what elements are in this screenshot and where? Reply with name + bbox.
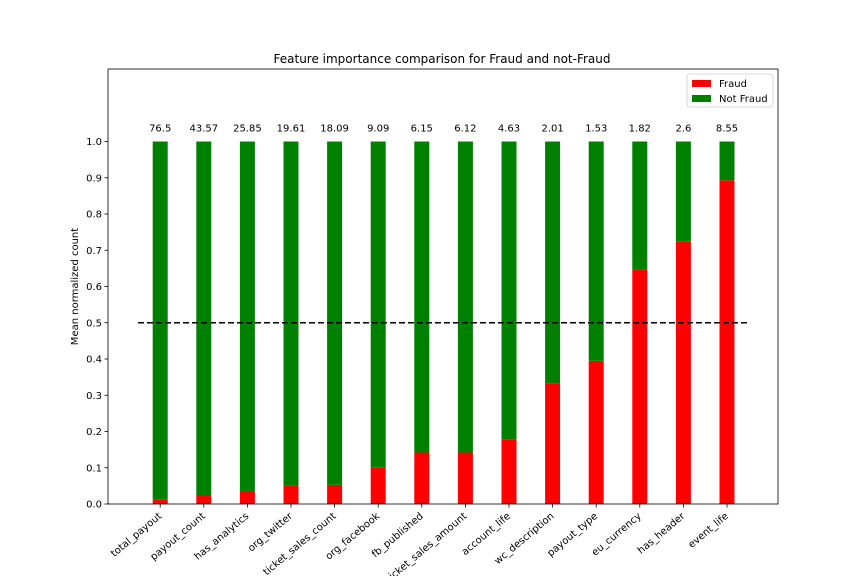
bar-fraud-payout-count — [196, 496, 211, 504]
chart-title: Feature importance comparison for Fraud … — [274, 52, 611, 66]
y-tick-label: 0.6 — [86, 282, 102, 293]
legend: Fraud Not Fraud — [687, 74, 773, 107]
y-axis-title: Mean normalized count — [70, 228, 81, 345]
bar-annotation: 76.5 — [149, 124, 171, 135]
legend-swatch-not-fraud — [692, 95, 711, 102]
legend-label: Fraud — [719, 79, 747, 90]
bar-annotation: 4.63 — [498, 124, 520, 135]
bar-not-fraud-payout-count — [196, 142, 211, 497]
bar-fraud-payout-type — [589, 361, 604, 504]
bar-annotation: 6.15 — [411, 124, 433, 135]
bar-annotation: 6.12 — [454, 124, 476, 135]
bar-annotation: 19.61 — [277, 124, 306, 135]
bar-annotation: 25.85 — [233, 124, 262, 135]
bar-not-fraud-has-analytics — [240, 142, 255, 491]
y-tick-label: 0.3 — [86, 391, 102, 402]
bar-not-fraud-event-life — [720, 142, 735, 181]
bar-fraud-account-life — [502, 440, 517, 504]
bar-annotation: 9.09 — [367, 124, 389, 135]
y-tick-label: 0.9 — [86, 173, 102, 184]
bar-fraud-org-facebook — [371, 468, 386, 504]
y-tick-label: 0.4 — [86, 355, 102, 366]
bar-not-fraud-ticket-sales-count — [327, 142, 342, 485]
bar-not-fraud-ticket-sales-amount — [458, 142, 473, 453]
y-tick-label: 0.5 — [86, 318, 102, 329]
y-tick-label: 0.2 — [86, 427, 102, 438]
bar-fraud-has-analytics — [240, 491, 255, 504]
bar-not-fraud-eu-currency — [632, 142, 647, 270]
bar-annotation: 1.53 — [585, 124, 607, 135]
bar-annotation: 1.82 — [629, 124, 651, 135]
y-tick-label: 0.7 — [86, 246, 102, 257]
bar-annotation: 2.6 — [675, 124, 691, 135]
bar-fraud-fb-published — [414, 453, 429, 504]
bar-not-fraud-total-payout — [153, 142, 168, 500]
bar-not-fraud-fb-published — [414, 142, 429, 453]
chart: Feature importance comparison for Fraud … — [0, 0, 864, 576]
bar-fraud-ticket-sales-count — [327, 485, 342, 504]
bar-not-fraud-org-twitter — [284, 142, 299, 486]
legend-swatch-fraud — [692, 80, 711, 87]
y-tick-label: 1.0 — [86, 137, 102, 148]
legend-label: Not Fraud — [719, 94, 768, 105]
bar-not-fraud-account-life — [502, 142, 517, 440]
bar-annotation: 18.09 — [320, 124, 349, 135]
bar-not-fraud-org-facebook — [371, 142, 386, 468]
bar-fraud-ticket-sales-amount — [458, 453, 473, 504]
bar-fraud-org-twitter — [284, 486, 299, 504]
y-tick-label: 0.1 — [86, 463, 102, 474]
bar-fraud-eu-currency — [632, 269, 647, 504]
y-tick-label: 0.0 — [86, 500, 102, 511]
bar-not-fraud-wc-description — [545, 142, 560, 384]
y-tick-label: 0.8 — [86, 210, 102, 221]
bar-fraud-has-header — [676, 241, 691, 504]
bar-annotation: 8.55 — [716, 124, 738, 135]
bar-not-fraud-payout-type — [589, 142, 604, 361]
bar-not-fraud-has-header — [676, 142, 691, 242]
bar-fraud-wc-description — [545, 384, 560, 504]
bar-annotation: 43.57 — [189, 124, 218, 135]
bar-fraud-total-payout — [153, 499, 168, 504]
bar-fraud-event-life — [720, 180, 735, 504]
bar-annotation: 2.01 — [541, 124, 563, 135]
